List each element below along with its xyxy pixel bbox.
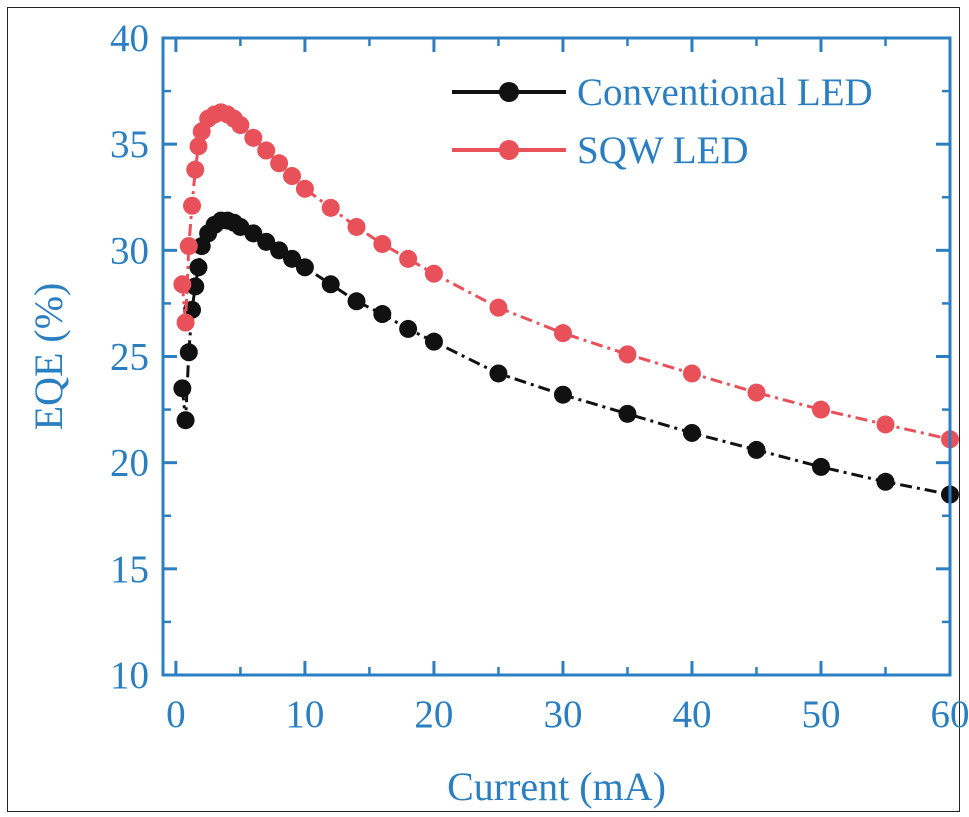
data-point-sqw-led — [682, 364, 701, 383]
data-point-sqw-led — [373, 234, 392, 253]
data-point-conventional-led — [747, 440, 766, 459]
tick-labels-layer: 0 10 20 30 40 50 60 10 15 20 25 30 35 40 — [110, 17, 969, 736]
legend-marker — [499, 140, 519, 160]
data-point-conventional-led — [173, 379, 192, 398]
y-axis-title: EQE (%) — [26, 283, 71, 431]
ticks-layer — [163, 36, 952, 677]
data-point-sqw-led — [173, 275, 192, 294]
x-tick-label: 50 — [801, 693, 840, 736]
data-point-conventional-led — [373, 305, 392, 324]
data-point-sqw-led — [179, 237, 198, 256]
data-point-sqw-led — [876, 415, 895, 434]
y-tick-label: 15 — [110, 548, 149, 591]
data-point-sqw-led — [811, 400, 830, 419]
data-point-conventional-led — [876, 472, 895, 491]
y-tick-label: 20 — [110, 442, 149, 485]
x-tick-label: 0 — [166, 693, 186, 736]
data-point-conventional-led — [179, 343, 198, 362]
x-tick-label: 20 — [414, 693, 453, 736]
data-point-conventional-led — [321, 275, 340, 294]
x-tick-label: 10 — [285, 693, 324, 736]
y-tick-label: 25 — [110, 336, 149, 379]
data-point-sqw-led — [270, 154, 289, 173]
data-point-sqw-led — [618, 345, 637, 364]
y-tick-label: 30 — [110, 229, 149, 272]
y-tick-label: 10 — [110, 654, 149, 697]
data-point-conventional-led — [489, 364, 508, 383]
data-point-sqw-led — [257, 141, 276, 160]
data-point-conventional-led — [189, 258, 208, 277]
data-point-conventional-led — [682, 423, 701, 442]
plot-area-frame — [161, 36, 952, 677]
legend-label: SQW LED — [577, 129, 749, 172]
data-point-conventional-led — [553, 385, 572, 404]
data-point-sqw-led — [489, 298, 508, 317]
data-point-conventional-led — [618, 404, 637, 423]
x-tick-label: 60 — [931, 693, 969, 736]
data-point-sqw-led — [347, 217, 366, 236]
data-point-sqw-led — [399, 249, 418, 268]
data-point-conventional-led — [399, 319, 418, 338]
data-point-sqw-led — [424, 264, 443, 283]
data-point-sqw-led — [186, 160, 205, 179]
data-point-sqw-led — [189, 137, 208, 156]
data-point-sqw-led — [321, 198, 340, 217]
data-point-conventional-led — [295, 258, 314, 277]
data-point-sqw-led — [244, 128, 263, 147]
data-point-conventional-led — [244, 224, 263, 243]
series-layer — [173, 103, 959, 504]
x-tick-label: 30 — [543, 693, 582, 736]
data-point-sqw-led — [553, 324, 572, 343]
data-point-conventional-led — [176, 411, 195, 430]
data-point-conventional-led — [811, 457, 830, 476]
y-tick-label: 40 — [110, 17, 149, 60]
x-tick-label: 40 — [672, 693, 711, 736]
y-tick-label: 35 — [110, 123, 149, 166]
data-point-conventional-led — [424, 332, 443, 351]
data-point-conventional-led — [270, 241, 289, 260]
x-axis-title: Current (mA) — [447, 764, 666, 809]
data-point-sqw-led — [183, 196, 202, 215]
legend: Conventional LED SQW LED — [452, 71, 873, 172]
data-point-sqw-led — [747, 383, 766, 402]
legend-marker — [499, 82, 519, 102]
data-point-sqw-led — [283, 167, 302, 186]
data-point-sqw-led — [231, 116, 250, 135]
data-point-conventional-led — [283, 249, 302, 268]
data-point-sqw-led — [295, 179, 314, 198]
data-point-conventional-led — [257, 232, 276, 251]
data-point-conventional-led — [347, 292, 366, 311]
data-point-sqw-led — [176, 313, 195, 332]
legend-label: Conventional LED — [577, 71, 873, 114]
